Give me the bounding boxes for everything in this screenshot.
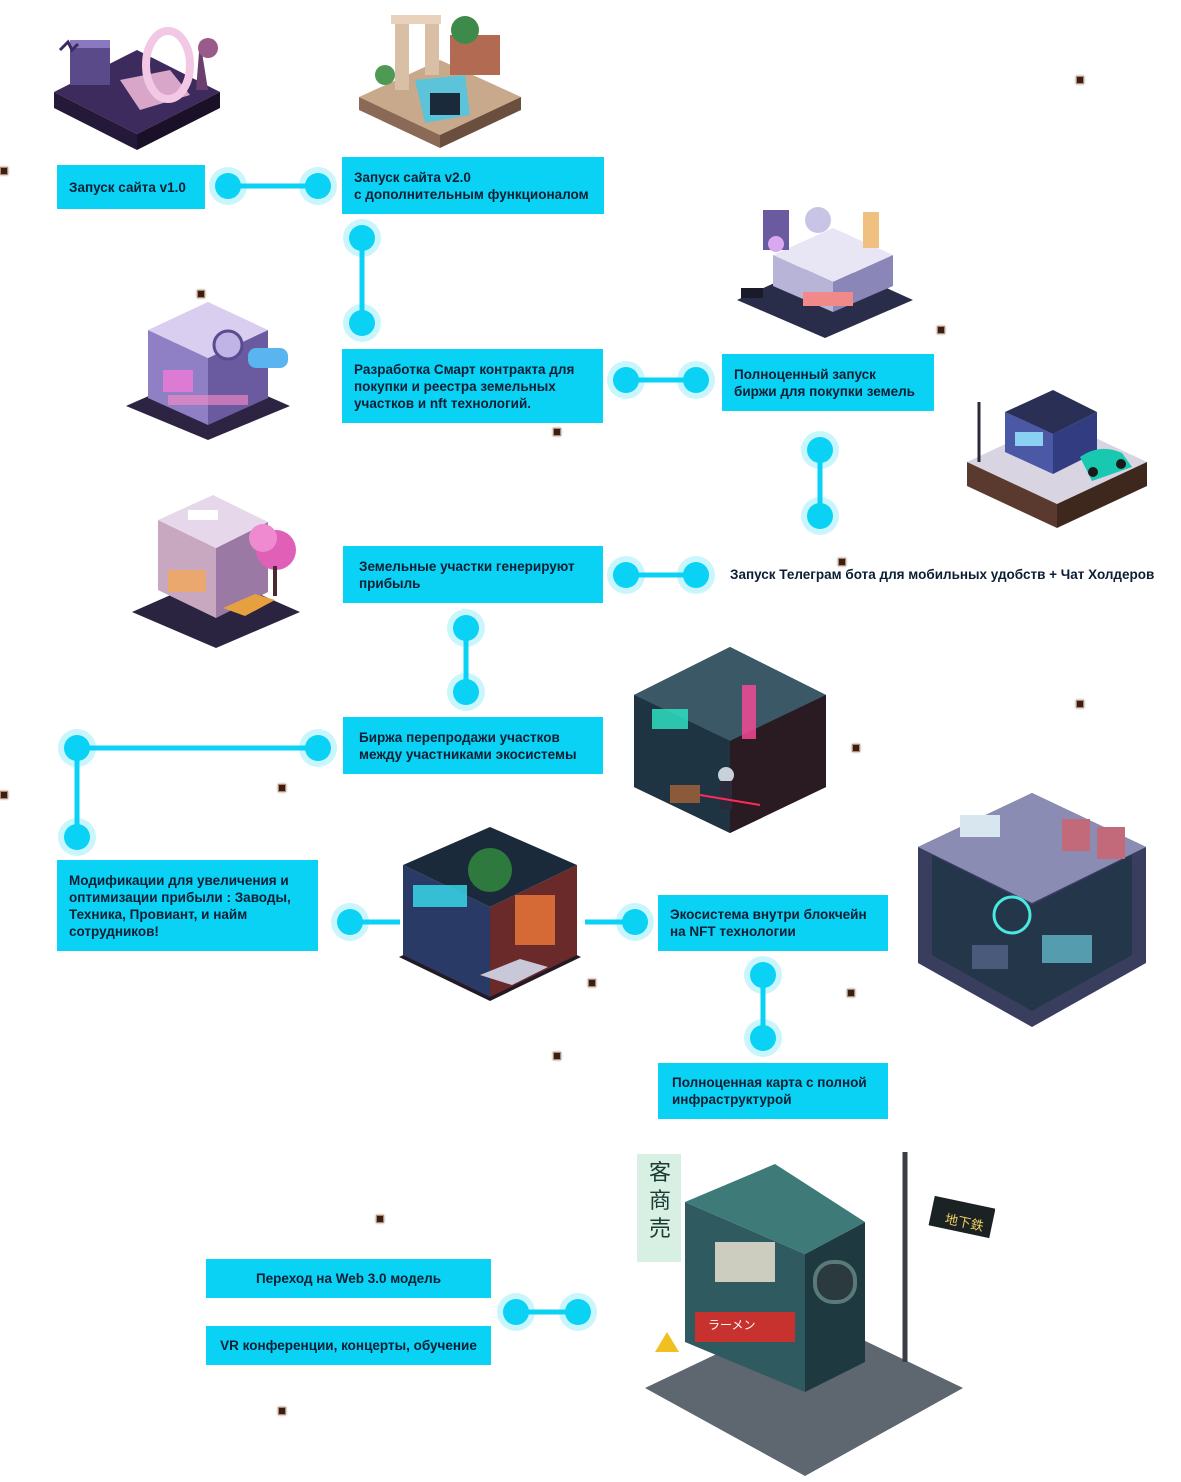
timeline-node <box>349 225 375 251</box>
isometric-portal-scene <box>50 10 225 155</box>
timeline-node <box>349 310 375 336</box>
milestone-resale-exchange: Биржа перепродажи участков между участни… <box>343 717 603 774</box>
ramen-sign-text: ラーメン <box>708 1318 756 1332</box>
connector-line <box>74 748 80 837</box>
decorative-dot <box>588 979 596 987</box>
decorative-dot <box>197 290 205 298</box>
timeline-node <box>807 437 833 463</box>
shop-sign-text: 客商売 <box>648 1161 671 1242</box>
connector-line <box>585 919 635 925</box>
timeline-node <box>337 909 363 935</box>
decorative-dot <box>838 558 846 566</box>
milestone-smart-contract: Разработка Смарт контракта для покупки и… <box>342 349 603 423</box>
connector-line <box>350 919 400 925</box>
milestone-site-v1: Запуск сайта v1.0 <box>57 165 205 209</box>
timeline-node <box>215 173 241 199</box>
connector-line <box>516 1309 578 1315</box>
milestone-land-profit: Земельные участки генерируют прибыль <box>343 546 603 603</box>
connector-line <box>463 628 469 692</box>
decorative-dot <box>553 428 561 436</box>
timeline-node <box>305 173 331 199</box>
timeline-node <box>683 562 709 588</box>
decorative-dot <box>376 1215 384 1223</box>
connector-line <box>626 572 696 578</box>
decorative-dot <box>0 167 8 175</box>
milestone-blockchain-ecosystem: Экосистема внутри блокчейн на NFT технол… <box>658 895 888 951</box>
timeline-node <box>613 367 639 393</box>
isometric-shop-with-tree <box>128 490 303 650</box>
milestone-modifications: Модификации для увеличения и оптимизации… <box>57 860 318 951</box>
timeline-node <box>750 1025 776 1051</box>
timeline-node <box>453 615 479 641</box>
connector-line <box>626 377 696 383</box>
decorative-dot <box>847 989 855 997</box>
decorative-dot <box>1076 700 1084 708</box>
timeline-node <box>453 679 479 705</box>
milestone-telegram-bot: Запуск Телеграм бота для мобильных удобс… <box>730 567 1155 582</box>
decorative-dot <box>852 744 860 752</box>
timeline-node <box>807 503 833 529</box>
isometric-futuristic-house <box>118 290 298 445</box>
isometric-house-with-car <box>965 362 1150 530</box>
isometric-neon-alley-room <box>630 645 830 835</box>
decorative-dot <box>278 1407 286 1415</box>
connector-line <box>760 975 766 1038</box>
connector-line <box>817 450 823 516</box>
timeline-node <box>503 1299 529 1325</box>
timeline-node <box>750 962 776 988</box>
timeline-node <box>683 367 709 393</box>
decorative-dot <box>0 791 8 799</box>
timeline-node <box>305 735 331 761</box>
milestone-web3: Переход на Web 3.0 модель <box>206 1259 491 1298</box>
isometric-neon-garage-scene <box>395 825 585 1005</box>
connector-line <box>77 745 318 751</box>
milestone-full-map: Полноценная карта с полной инфраструктур… <box>658 1063 888 1119</box>
decorative-dot <box>278 784 286 792</box>
connector-line <box>228 183 318 189</box>
timeline-node <box>622 909 648 935</box>
isometric-ramen-shop-corner <box>615 1142 995 1482</box>
timeline-node <box>613 562 639 588</box>
isometric-lab-scene <box>733 200 918 340</box>
timeline-node <box>64 824 90 850</box>
isometric-ruins-waterfall-scene <box>355 5 525 150</box>
milestone-site-v2: Запуск сайта v2.0 с дополнительным функц… <box>342 157 604 214</box>
decorative-dot <box>937 326 945 334</box>
decorative-dot <box>553 1052 561 1060</box>
milestone-exchange-launch: Полноценный запуск биржи для покупки зем… <box>722 354 934 411</box>
milestone-vr-events: VR конференции, концерты, обучение <box>206 1326 491 1365</box>
timeline-node <box>565 1299 591 1325</box>
timeline-node <box>64 735 90 761</box>
isometric-spaceship-room <box>912 785 1152 1035</box>
connector-line <box>359 238 365 323</box>
decorative-dot <box>1076 76 1084 84</box>
